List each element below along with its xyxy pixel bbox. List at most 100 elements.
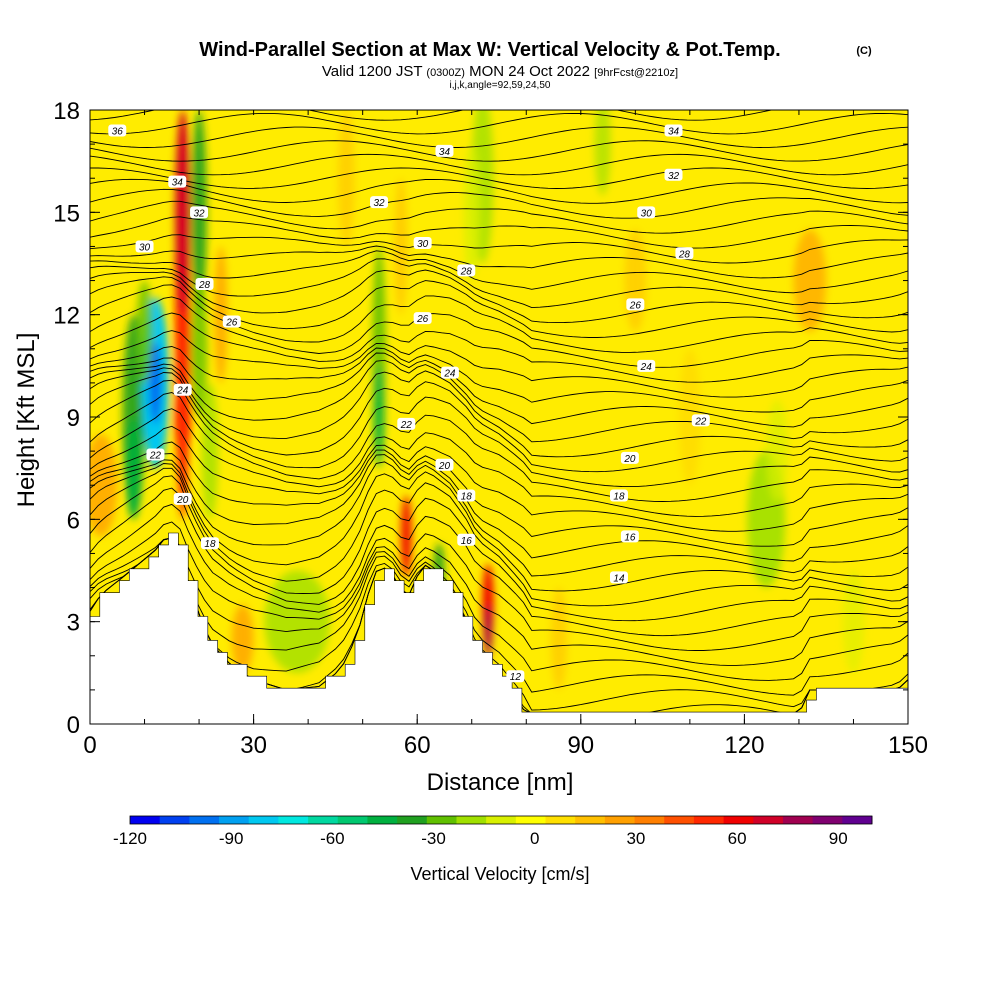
x-tick-label: 60 [404, 732, 431, 759]
colorbar-swatch [575, 816, 606, 824]
velocity-cell [766, 399, 789, 503]
velocity-cell [678, 348, 701, 486]
isentrope-line [90, 392, 908, 502]
colorbar-swatch [486, 816, 517, 824]
colorbar-swatch [842, 816, 873, 824]
contour-label: 12 [506, 670, 525, 683]
colorbar-swatch [634, 816, 665, 824]
x-tick-label: 30 [240, 732, 267, 759]
colorbar-swatch [693, 816, 725, 824]
chart-title: Wind-Parallel Section at Max W: Vertical… [199, 39, 780, 61]
contour-label: 26 [413, 312, 432, 325]
colorbar-swatch [753, 816, 784, 824]
isentrope-line [90, 425, 908, 532]
colorbar-swatch [189, 816, 220, 824]
isentrope-line [90, 296, 908, 368]
terrain-mask [90, 532, 908, 724]
copyright-mark: (C) [856, 45, 872, 57]
isentrope-line [90, 537, 908, 681]
svg-text:34: 34 [439, 147, 451, 158]
svg-text:24: 24 [640, 362, 653, 373]
velocity-cell [125, 417, 142, 520]
colorbar-swatch [456, 816, 487, 824]
colorbar-swatch [308, 816, 339, 824]
velocity-cell [463, 144, 480, 281]
svg-text:24: 24 [176, 386, 189, 397]
svg-text:16: 16 [624, 532, 636, 543]
isentrope-line [90, 352, 908, 428]
colorbar-tick-label: 0 [530, 829, 539, 848]
isentrope-line [90, 379, 908, 488]
colorbar-tick-label: -60 [320, 829, 345, 848]
contour-label: 18 [200, 537, 219, 550]
contour-label: 16 [620, 530, 639, 543]
contour-label: 24 [173, 383, 192, 397]
colorbar-swatch [782, 816, 814, 824]
isentrope-line [90, 441, 908, 547]
svg-text:28: 28 [198, 280, 211, 291]
isentrope-line [90, 330, 908, 398]
y-tick-label: 12 [53, 303, 80, 330]
svg-text:30: 30 [139, 242, 151, 253]
colorbar-swatch [604, 816, 636, 824]
colorbar-swatch [219, 816, 250, 824]
colorbar-tick-label: -120 [113, 829, 147, 848]
isentrope-line [90, 234, 908, 264]
contour-label: 30 [413, 237, 432, 250]
contour-label: 18 [609, 489, 628, 502]
contour-label: 20 [620, 451, 639, 465]
isentrope-line [90, 453, 908, 562]
x-tick-label: 150 [888, 732, 928, 759]
colorbar-swatch [812, 816, 843, 824]
isentrope-line [90, 126, 908, 148]
svg-text:18: 18 [613, 491, 625, 502]
contour-label: 34 [435, 144, 454, 158]
velocity-cell [624, 229, 647, 332]
colorbar-swatch [337, 816, 368, 824]
colorbar: -120 -90 -60 -30 0 30 60 90 [113, 815, 873, 848]
svg-text:36: 36 [112, 126, 124, 137]
y-tick-label: 9 [67, 405, 80, 432]
velocity-cell [201, 382, 219, 520]
isentrope-line [90, 359, 908, 443]
svg-text:18: 18 [461, 491, 473, 502]
isentrope-line [90, 346, 908, 413]
contour-label: 18 [457, 489, 476, 502]
isentrope-line [90, 408, 908, 517]
contour-label: 14 [609, 571, 628, 584]
colorbar-label: Vertical Velocity [cm/s] [410, 864, 589, 884]
isentrope-line [90, 521, 908, 666]
svg-text:22: 22 [694, 416, 707, 427]
colorbar-swatch [130, 816, 161, 824]
contour-label: 22 [691, 414, 710, 427]
isentrope-line [90, 140, 908, 162]
velocity-cell [483, 604, 493, 660]
colorbar-swatch [248, 816, 279, 824]
x-axis-label: Distance [nm] [427, 769, 574, 796]
colorbar-swatch [397, 816, 428, 824]
contour-labels: 36 34 32 30 28 26 24 22 20 18 34 32 30 28 26 24 22 20 18 16… [108, 124, 710, 683]
isentrope-line [90, 188, 908, 219]
contour-label: 30 [637, 206, 656, 219]
contour-label: 32 [370, 196, 389, 209]
isentrope-line [90, 367, 908, 458]
colorbar-swatch [664, 816, 695, 824]
x-tick-label: 90 [567, 732, 594, 759]
svg-text:26: 26 [629, 300, 642, 311]
colorbar-tick-label: -30 [421, 829, 446, 848]
x-tick-label: 120 [724, 732, 764, 759]
svg-text:34: 34 [172, 178, 184, 189]
svg-text:26: 26 [416, 314, 429, 325]
svg-text:20: 20 [623, 454, 636, 465]
contour-label: 26 [222, 315, 241, 328]
colorbar-swatch [426, 816, 457, 824]
svg-text:20: 20 [438, 461, 451, 472]
isentrope-line [90, 112, 908, 135]
colorbar-swatch [723, 816, 754, 824]
isentrope-line [90, 372, 908, 473]
contour-label: 32 [190, 206, 209, 219]
svg-text:26: 26 [225, 317, 238, 328]
svg-text:20: 20 [176, 495, 189, 506]
contour-label: 34 [168, 175, 187, 189]
